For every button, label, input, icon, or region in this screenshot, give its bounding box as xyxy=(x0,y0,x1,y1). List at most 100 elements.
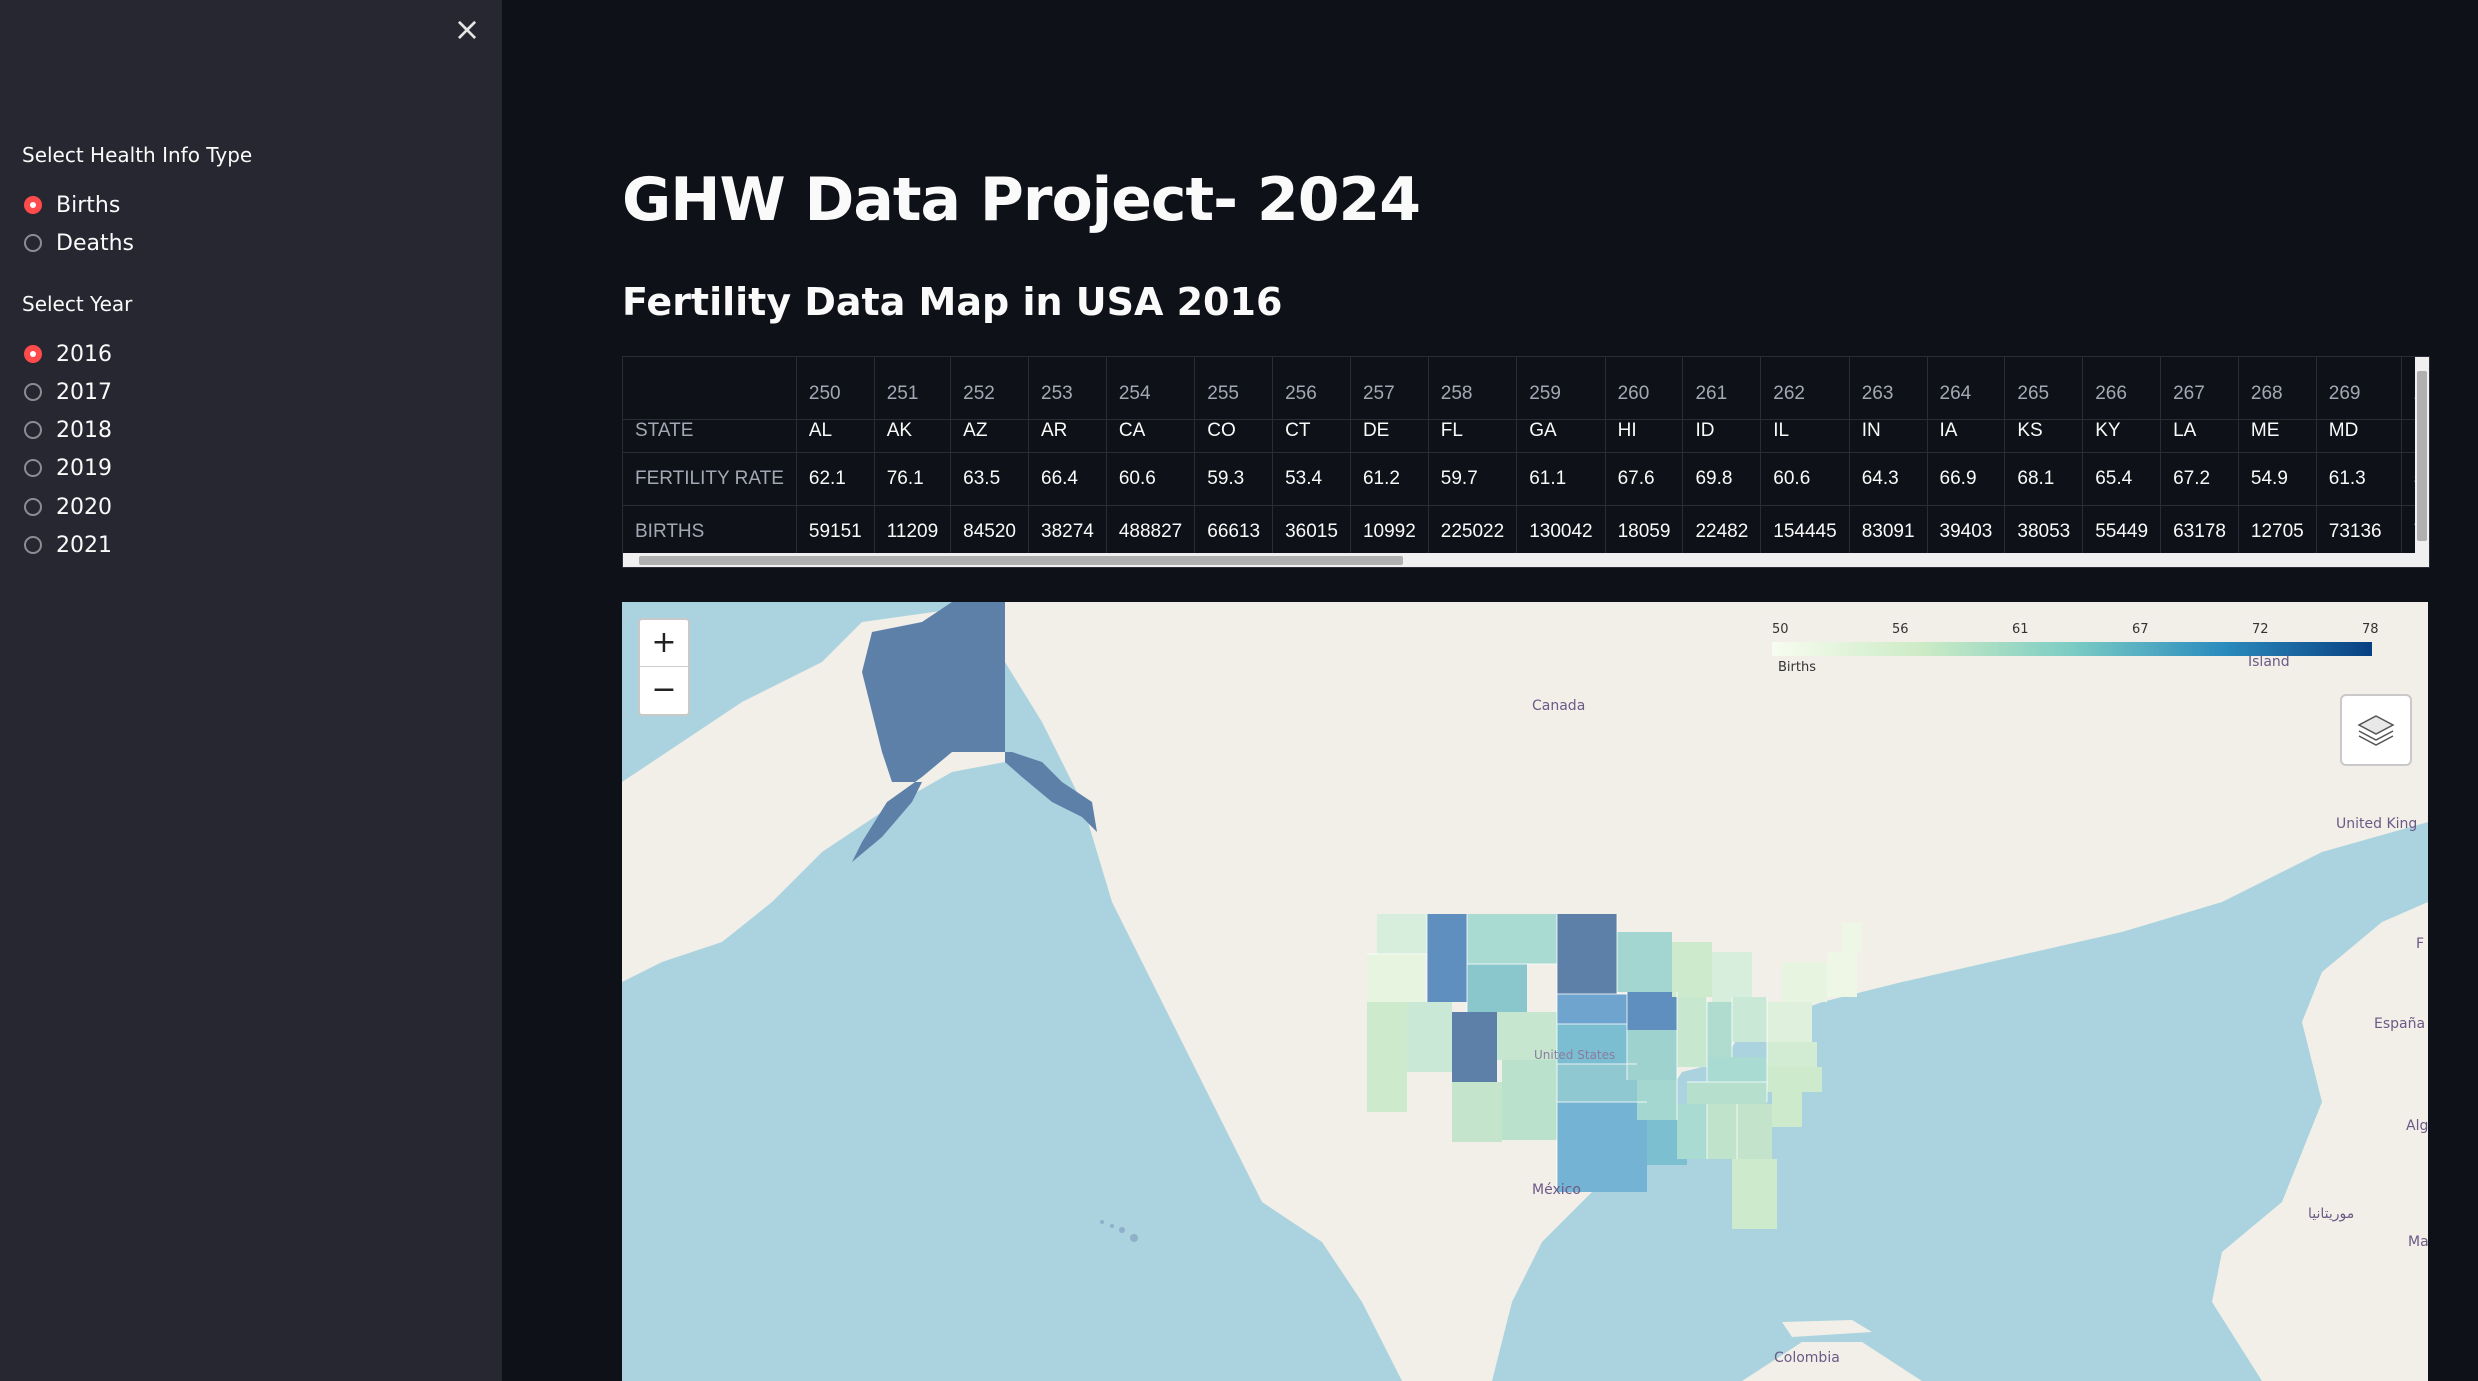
state-south-dakota xyxy=(1557,954,1617,994)
table-cell: FL xyxy=(1428,419,1518,453)
table-cell: MD xyxy=(2316,419,2402,453)
state-arkansas xyxy=(1637,1080,1677,1120)
radio-unselected-icon[interactable] xyxy=(24,536,42,554)
table-cell: 154445 xyxy=(1760,505,1850,559)
state-south-carolina xyxy=(1772,1092,1802,1127)
map-label-united-states: United States xyxy=(1534,1048,1616,1062)
column-header: 257 xyxy=(1350,357,1429,420)
section-title: Fertility Data Map in USA 2016 xyxy=(622,280,1283,324)
state-illinois xyxy=(1677,997,1707,1067)
radio-label: 2016 xyxy=(56,341,112,367)
sidebar: × Select Health Info Type Births Deaths … xyxy=(0,0,502,1381)
table-cell: 76.1 xyxy=(874,452,952,506)
state-minnesota xyxy=(1617,932,1672,992)
horizontal-scrollbar[interactable] xyxy=(623,553,2429,567)
table-cell: 61.1 xyxy=(1516,452,1606,506)
table-cell: DE xyxy=(1350,419,1429,453)
state-iowa xyxy=(1627,992,1677,1030)
scroll-thumb[interactable] xyxy=(2417,371,2427,541)
table-cell: 59.3 xyxy=(1194,452,1274,506)
radio-year-2021[interactable]: 2021 xyxy=(24,528,112,562)
map-label-mauritania: موريتانيا xyxy=(2308,1206,2355,1222)
radio-year-2018[interactable]: 2018 xyxy=(24,413,112,447)
land-caribbean xyxy=(1782,1320,1872,1337)
state-wisconsin xyxy=(1672,942,1712,997)
radio-births[interactable]: Births xyxy=(24,188,120,222)
state-georgia xyxy=(1737,1104,1772,1159)
legend-caption: Births xyxy=(1778,660,1816,675)
column-header: 264 xyxy=(1927,357,2006,420)
radio-year-2017[interactable]: 2017 xyxy=(24,375,112,409)
scroll-thumb[interactable] xyxy=(639,556,1403,565)
data-table[interactable]: 250 251 252 253 254 255 256 257 258 259 260 261 262 2… xyxy=(622,356,2430,568)
radio-unselected-icon[interactable] xyxy=(24,498,42,516)
map-label-island: Island xyxy=(2248,654,2290,670)
row-label: FERTILITY RATE xyxy=(623,452,797,506)
layers-control[interactable] xyxy=(2340,694,2412,766)
legend-tick: 67 xyxy=(2132,622,2149,637)
state-oregon xyxy=(1367,954,1425,1002)
table-cell: 10992 xyxy=(1350,505,1429,559)
map-label-alg: Alg xyxy=(2406,1118,2428,1134)
state-nebraska xyxy=(1557,994,1627,1024)
radio-year-2019[interactable]: 2019 xyxy=(24,451,112,485)
radio-unselected-icon[interactable] xyxy=(24,234,42,252)
state-kansas xyxy=(1557,1024,1627,1064)
radio-label: 2021 xyxy=(56,532,112,558)
radio-deaths[interactable]: Deaths xyxy=(24,226,134,260)
radio-year-2020[interactable]: 2020 xyxy=(24,490,112,524)
map-label-colombia: Colombia xyxy=(1774,1350,1840,1366)
radio-selected-icon[interactable] xyxy=(24,345,42,363)
table-cell: 84520 xyxy=(950,505,1029,559)
table-cell: CA xyxy=(1106,419,1196,453)
health-info-label: Select Health Info Type xyxy=(22,143,253,167)
state-arizona xyxy=(1452,1082,1502,1142)
state-alaska xyxy=(852,602,1097,862)
table-cell: 63.5 xyxy=(950,452,1029,506)
table-cell: KS xyxy=(2004,419,2084,453)
table-cell: 64.3 xyxy=(1849,452,1928,506)
map-label-espana: España xyxy=(2374,1016,2426,1032)
table-cell: 12705 xyxy=(2238,505,2317,559)
radio-year-2016[interactable]: 2016 xyxy=(24,337,112,371)
radio-selected-icon[interactable] xyxy=(24,196,42,214)
radio-label: 2019 xyxy=(56,455,112,481)
radio-label: 2017 xyxy=(56,379,112,405)
vertical-scrollbar[interactable] xyxy=(2415,357,2429,555)
state-washington xyxy=(1377,914,1427,954)
state-michigan xyxy=(1712,952,1752,1002)
state-oklahoma xyxy=(1557,1064,1637,1102)
legend-color-bar xyxy=(1772,642,2372,656)
radio-unselected-icon[interactable] xyxy=(24,421,42,439)
state-idaho xyxy=(1427,914,1467,1002)
legend-tick: 78 xyxy=(2362,622,2379,637)
radio-unselected-icon[interactable] xyxy=(24,459,42,477)
table-cell: IA xyxy=(1927,419,2006,453)
table-cell: AR xyxy=(1028,419,1107,453)
column-header: 256 xyxy=(1272,357,1351,420)
state-indiana xyxy=(1707,1002,1732,1057)
zoom-out-button[interactable]: − xyxy=(640,666,688,713)
zoom-control: + − xyxy=(638,618,690,716)
state-new-york xyxy=(1782,962,1827,1002)
column-header: 250 xyxy=(796,357,875,420)
table-cell: CO xyxy=(1194,419,1274,453)
table-cell: 67.2 xyxy=(2160,452,2239,506)
state-california xyxy=(1367,1002,1407,1112)
close-icon[interactable]: × xyxy=(453,10,481,48)
table-body: 250 251 252 253 254 255 256 257 258 259 260 261 262 2… xyxy=(623,357,2429,559)
table-cell: 54.9 xyxy=(2238,452,2317,506)
table-cell: 60.6 xyxy=(1106,452,1196,506)
table-cell: AL xyxy=(796,419,875,453)
zoom-in-button[interactable]: + xyxy=(651,625,677,660)
column-header: 255 xyxy=(1194,357,1274,420)
radio-unselected-icon[interactable] xyxy=(24,383,42,401)
table-cell: 60.6 xyxy=(1760,452,1850,506)
radio-label: Deaths xyxy=(56,230,134,256)
state-tennessee xyxy=(1687,1082,1767,1104)
table-cell: IL xyxy=(1760,419,1850,453)
legend-tick: 50 xyxy=(1772,622,1789,637)
choropleth-map[interactable]: + − 50 56 61 67 72 78 Births Canada Méxi… xyxy=(622,602,2428,1381)
column-header: 262 xyxy=(1760,357,1850,420)
table-cell: 38053 xyxy=(2004,505,2084,559)
